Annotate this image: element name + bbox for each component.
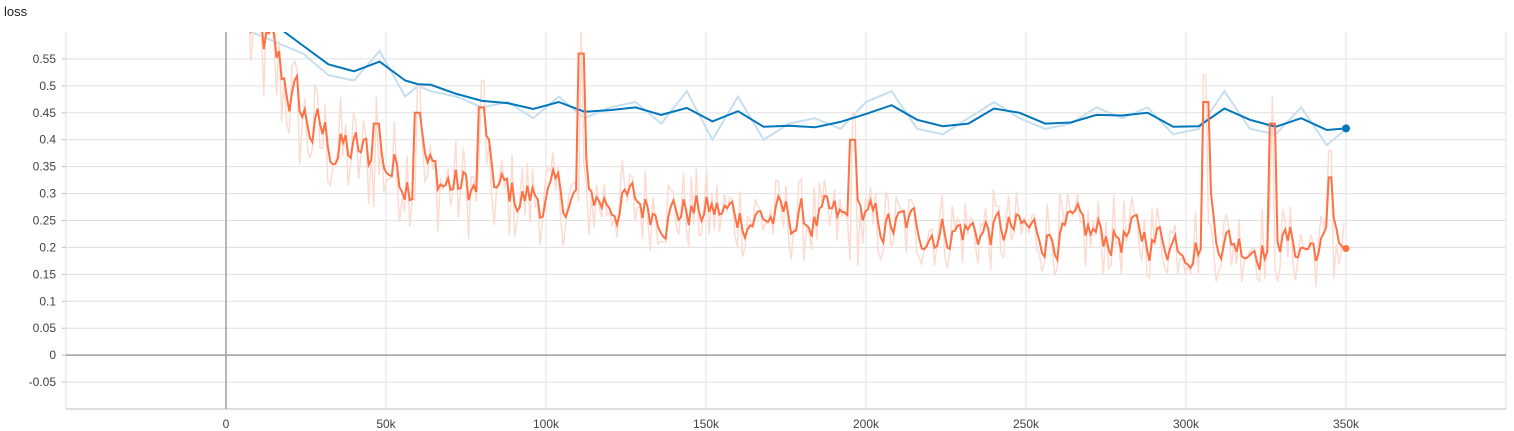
y-tick-label: 0.4: [39, 133, 56, 147]
x-tick-label: 300k: [1173, 417, 1200, 431]
orange-raw-line: [248, 32, 1345, 287]
x-tick-label: 100k: [533, 417, 560, 431]
y-tick-label: 0.05: [33, 321, 57, 335]
x-tick-label: 150k: [693, 417, 720, 431]
y-tick-label: -0.05: [29, 375, 57, 389]
x-tick-label: 350k: [1333, 417, 1360, 431]
y-tick-label: 0.3: [39, 187, 56, 201]
orange-smoothed-line[interactable]: [248, 7, 1345, 271]
blue-raw-line: [251, 32, 1347, 147]
y-tick-label: 0.2: [39, 240, 56, 254]
chart-title: loss: [4, 4, 28, 19]
x-tick-label: 0: [223, 417, 230, 431]
x-tick-label: 250k: [1013, 417, 1040, 431]
blue-last-point[interactable]: [1342, 124, 1350, 133]
y-tick-label: 0.1: [39, 294, 56, 308]
y-tick-label: 0.15: [33, 267, 57, 281]
smoothed-series-layer[interactable]: [248, 7, 1347, 271]
blue-smoothed-line[interactable]: [252, 21, 1347, 132]
tick-labels: -0.05 0 0.05 0.1 0.15 0.2 0.25 0.3 0.35 0.4 0.45 0.…: [29, 52, 1360, 431]
x-tick-label: 50k: [376, 417, 396, 431]
y-tick-label: 0: [49, 348, 56, 362]
y-tick-label: 0.55: [33, 52, 57, 66]
axes: [62, 32, 1507, 410]
y-tick-label: 0.35: [33, 160, 57, 174]
y-tick-label: 0.25: [33, 214, 57, 228]
x-tick-label: 200k: [853, 417, 880, 431]
y-tick-label: 0.45: [33, 106, 57, 120]
y-tick-label: 0.5: [39, 79, 56, 93]
grid-lines: [66, 32, 1506, 409]
orange-last-point[interactable]: [1342, 245, 1350, 253]
